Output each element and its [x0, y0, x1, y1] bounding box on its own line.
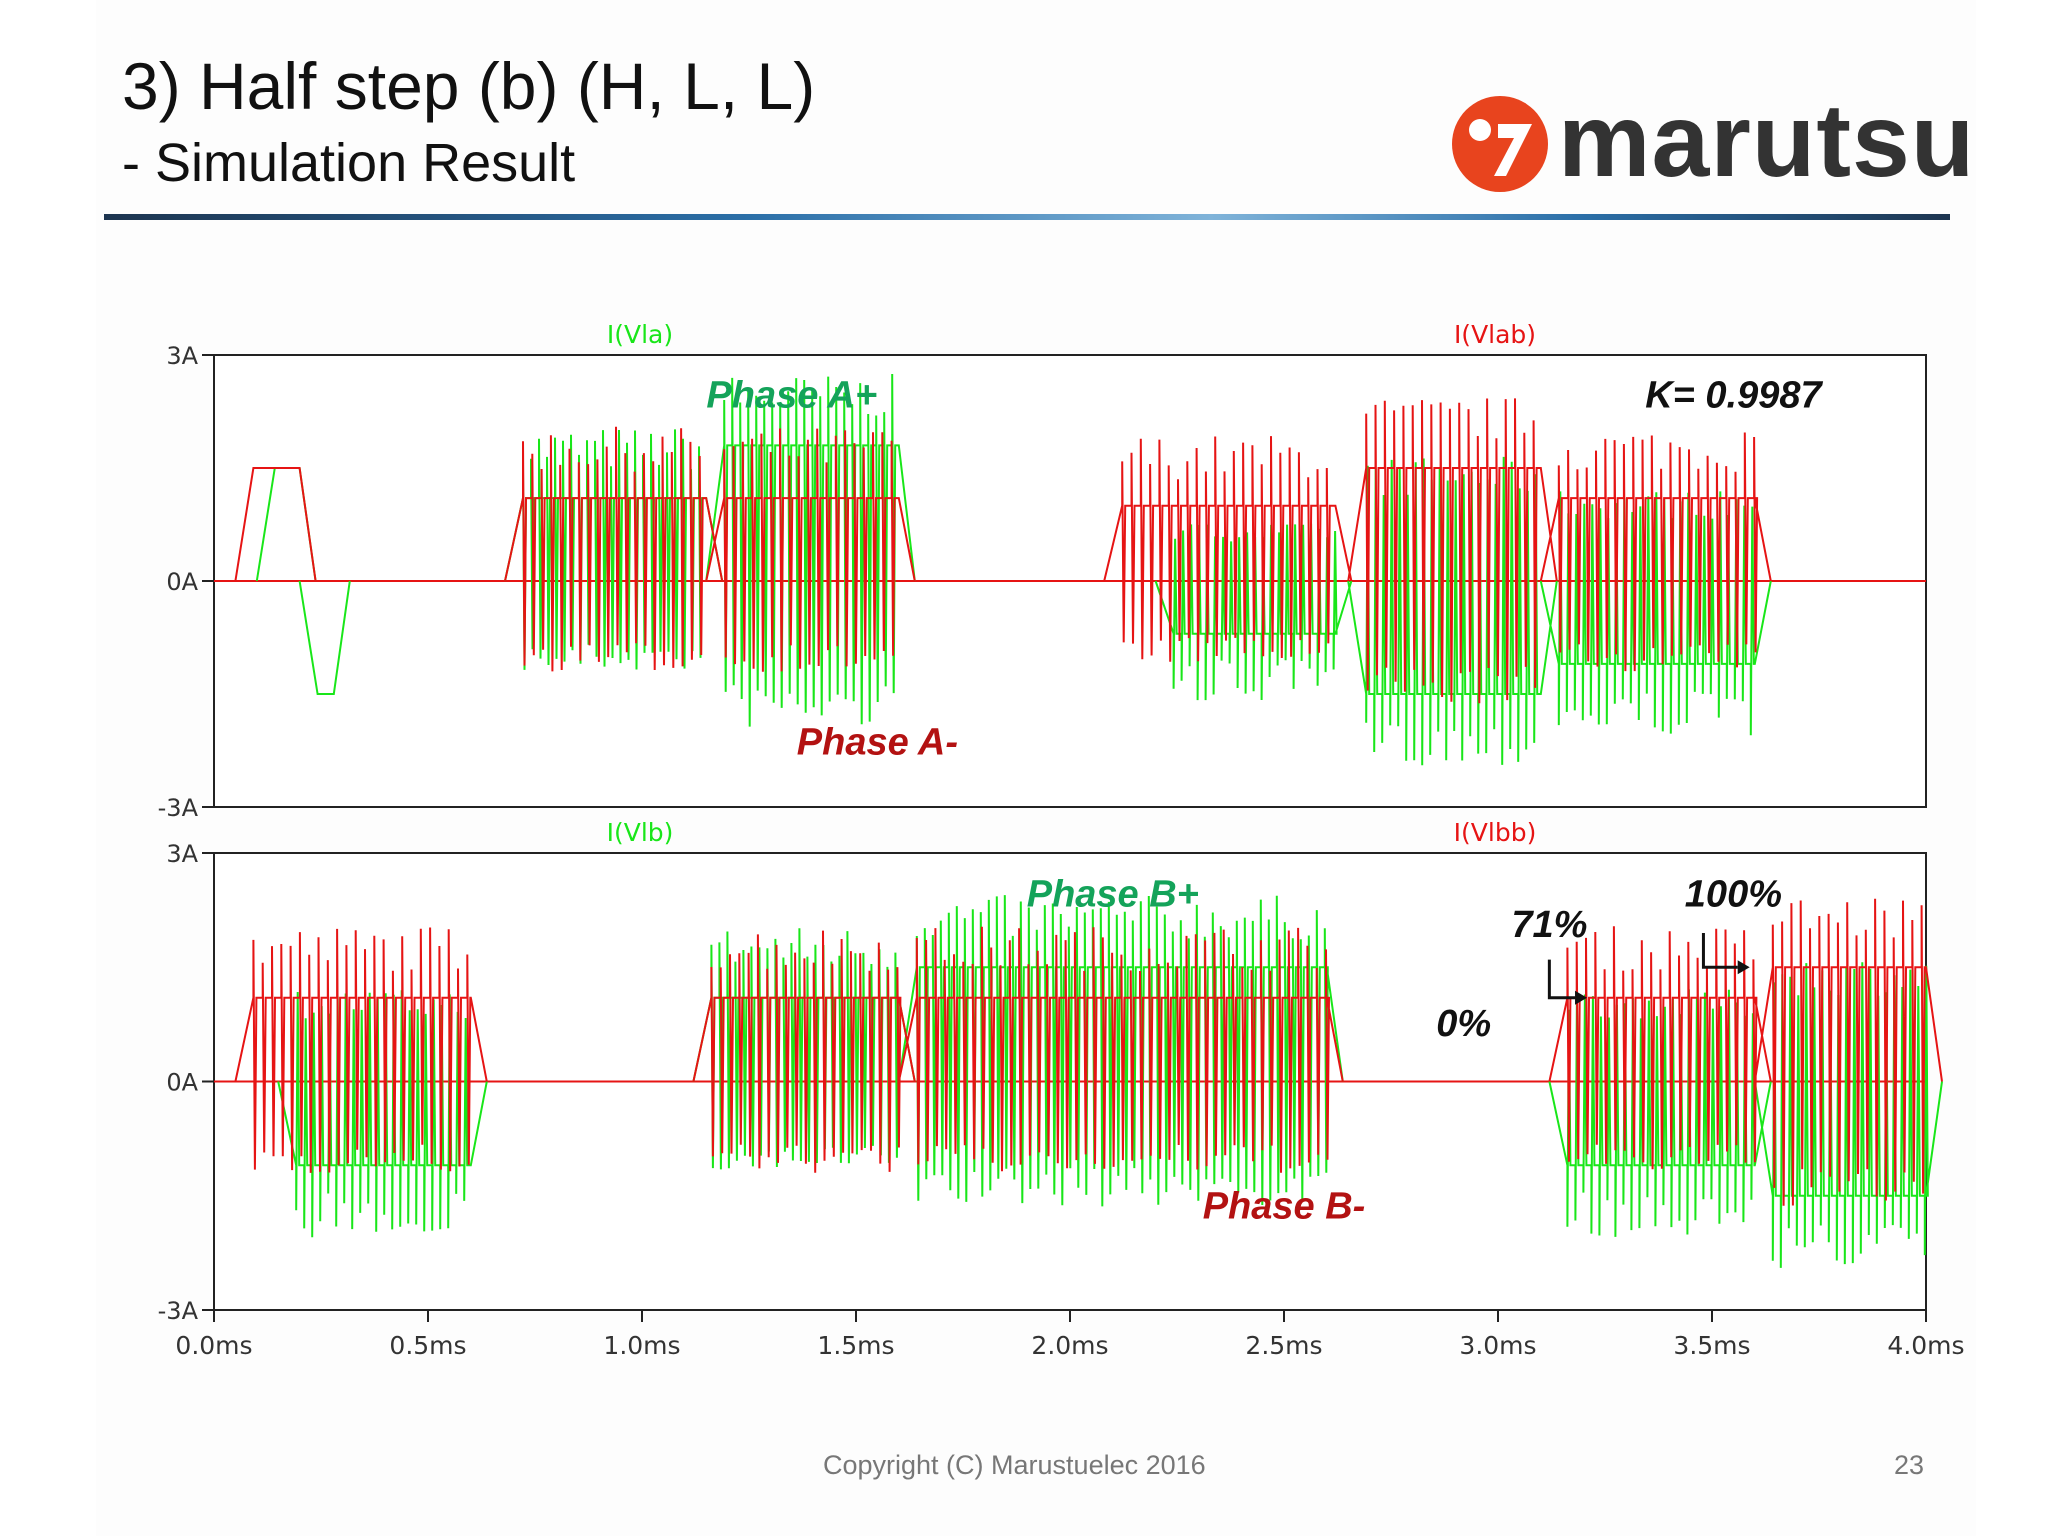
x-tick-label: 4.0ms	[1887, 1331, 1964, 1360]
x-tick-label: 0.5ms	[389, 1331, 466, 1360]
y-tick-label: -3A	[158, 794, 199, 822]
y-tick-label: 3A	[166, 840, 198, 868]
slide-title: 3) Half step (b) (H, L, L)	[122, 49, 816, 123]
annotation-label: 0%	[1436, 1003, 1491, 1045]
x-tick-label: 2.5ms	[1245, 1331, 1322, 1360]
legend-label: I(Vlb)	[607, 818, 674, 847]
x-tick-label: 0.0ms	[175, 1331, 252, 1360]
y-tick-label: 3A	[166, 342, 198, 370]
y-tick-label: 0A	[166, 1069, 198, 1097]
chart-panel-top: 3A 0A -3A I(Vla) I(Vlab) Phase A+ Phase A- K= 0…	[158, 320, 1927, 822]
slide-subtitle: - Simulation Result	[122, 133, 576, 193]
legend-label: I(Vlbb)	[1454, 818, 1537, 847]
y-tick-label: 0A	[166, 568, 198, 596]
annotation-label: Phase B-	[1203, 1186, 1366, 1228]
y-tick-label: -3A	[158, 1297, 199, 1325]
logo-wordmark: marutsu	[1558, 83, 1976, 199]
copyright-text: Copyright (C) Marustuelec 2016	[823, 1450, 1206, 1480]
x-tick-label: 2.0ms	[1031, 1331, 1108, 1360]
step-arrow	[1701, 932, 1738, 969]
annotation-label: Phase A-	[797, 721, 958, 763]
legend-label: I(Vla)	[607, 320, 673, 349]
x-tick-label: 1.5ms	[817, 1331, 894, 1360]
annotation-label: 71%	[1511, 904, 1587, 946]
annotation-label: K= 0.9987	[1645, 375, 1823, 417]
series-trace-ivlab	[234, 398, 1772, 704]
marutsu-logo: marutsu	[1450, 83, 1974, 199]
page-number: 23	[1894, 1450, 1925, 1480]
step-arrow	[1547, 959, 1576, 1000]
x-tick-label: 3.5ms	[1673, 1331, 1750, 1360]
marutsu-logo-mark-icon	[1452, 96, 1548, 192]
arrow-head-icon	[1575, 990, 1588, 1005]
annotation-label: Phase B+	[1027, 873, 1199, 915]
x-tick-label: 1.0ms	[603, 1331, 680, 1360]
legend-label: I(Vlab)	[1454, 320, 1536, 349]
arrow-head-icon	[1737, 960, 1750, 975]
annotation-label: Phase A+	[706, 375, 877, 417]
annotation-label: 100%	[1685, 873, 1782, 915]
header-divider	[104, 214, 1950, 220]
series-trace-ivlbb	[234, 898, 1943, 1206]
chart-panel-bottom: 3A 0A -3A I(Vlb) I(Vlbb) Phase B+ Phase B- 0% 71…	[158, 818, 1965, 1360]
x-tick-label: 3.0ms	[1459, 1331, 1536, 1360]
